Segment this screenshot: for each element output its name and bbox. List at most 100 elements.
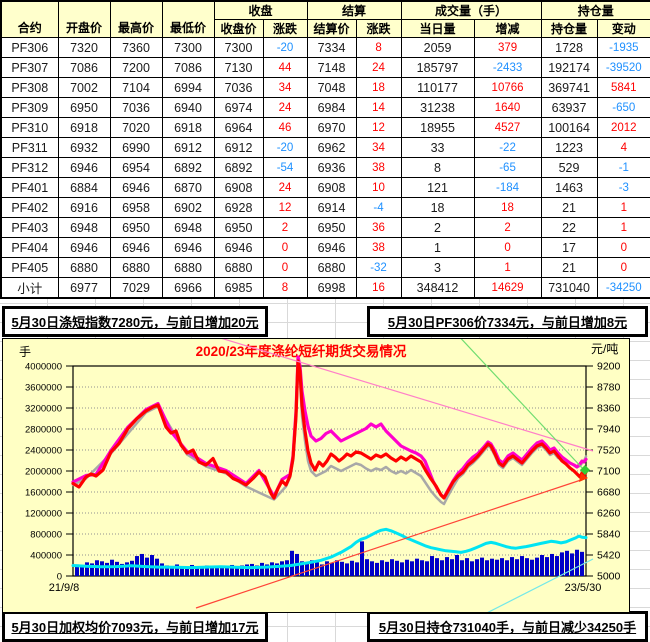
contract-cell[interactable]: PF310 — [0, 117, 59, 138]
value-cell[interactable]: 17 — [540, 237, 598, 258]
value-cell[interactable]: 0 — [596, 257, 650, 278]
value-cell[interactable]: -22 — [473, 137, 542, 158]
value-cell[interactable]: 6928 — [213, 197, 264, 218]
value-cell[interactable]: 6908 — [306, 177, 357, 198]
value-cell[interactable]: 16 — [355, 277, 402, 299]
value-cell[interactable]: 6892 — [213, 157, 264, 178]
value-cell[interactable]: 6892 — [161, 157, 215, 178]
value-cell[interactable]: 0 — [262, 237, 308, 258]
value-cell[interactable]: 185797 — [400, 57, 475, 78]
value-cell[interactable]: 8 — [262, 277, 308, 299]
value-cell[interactable]: 63937 — [540, 97, 598, 118]
value-cell[interactable]: 121 — [400, 177, 475, 198]
value-cell[interactable]: 6936 — [306, 157, 357, 178]
value-cell[interactable]: 6880 — [57, 257, 111, 278]
value-cell[interactable]: 1640 — [473, 97, 542, 118]
contract-cell[interactable]: PF309 — [0, 97, 59, 118]
value-cell[interactable]: 6918 — [57, 117, 111, 138]
value-cell[interactable]: -1 — [596, 157, 650, 178]
value-cell[interactable]: 6985 — [213, 277, 264, 299]
value-cell[interactable]: 0 — [596, 237, 650, 258]
value-cell[interactable]: 24 — [262, 97, 308, 118]
value-cell[interactable]: 6946 — [161, 237, 215, 258]
contract-cell[interactable]: PF311 — [0, 137, 59, 158]
value-cell[interactable]: 7086 — [57, 57, 111, 78]
value-cell[interactable]: 7200 — [109, 57, 163, 78]
value-cell[interactable]: 6950 — [57, 97, 111, 118]
value-cell[interactable]: 7130 — [213, 57, 264, 78]
value-cell[interactable]: 24 — [355, 57, 402, 78]
value-cell[interactable]: -39520 — [596, 57, 650, 78]
value-cell[interactable]: 529 — [540, 157, 598, 178]
value-cell[interactable]: -184 — [473, 177, 542, 198]
value-cell[interactable]: 6950 — [109, 217, 163, 238]
value-cell[interactable]: 6946 — [57, 157, 111, 178]
contract-cell[interactable]: PF404 — [0, 237, 59, 258]
value-cell[interactable]: 6954 — [109, 157, 163, 178]
value-cell[interactable]: 6946 — [57, 237, 111, 258]
value-cell[interactable]: 6932 — [57, 137, 111, 158]
value-cell[interactable]: 6977 — [57, 277, 111, 299]
value-cell[interactable]: 6870 — [161, 177, 215, 198]
value-cell[interactable]: 34 — [262, 77, 308, 98]
value-cell[interactable]: 6912 — [213, 137, 264, 158]
value-cell[interactable]: 4 — [596, 137, 650, 158]
value-cell[interactable]: 8 — [355, 37, 402, 58]
value-cell[interactable]: 6880 — [213, 257, 264, 278]
value-cell[interactable]: 2 — [400, 217, 475, 238]
contract-cell[interactable]: PF307 — [0, 57, 59, 78]
value-cell[interactable]: 3 — [400, 257, 475, 278]
contract-cell[interactable]: PF306 — [0, 37, 59, 58]
value-cell[interactable]: -2433 — [473, 57, 542, 78]
value-cell[interactable]: 6946 — [109, 177, 163, 198]
value-cell[interactable]: 6990 — [109, 137, 163, 158]
value-cell[interactable]: 6916 — [57, 197, 111, 218]
value-cell[interactable]: 6918 — [161, 117, 215, 138]
value-cell[interactable]: -54 — [262, 157, 308, 178]
value-cell[interactable]: 7104 — [109, 77, 163, 98]
value-cell[interactable]: -34250 — [596, 277, 650, 299]
value-cell[interactable]: 7334 — [306, 37, 357, 58]
value-cell[interactable]: 36 — [355, 217, 402, 238]
value-cell[interactable]: 38 — [355, 157, 402, 178]
contract-cell[interactable]: PF403 — [0, 217, 59, 238]
value-cell[interactable]: 24 — [262, 177, 308, 198]
value-cell[interactable]: -32 — [355, 257, 402, 278]
value-cell[interactable]: 14 — [355, 97, 402, 118]
value-cell[interactable]: 2 — [262, 217, 308, 238]
value-cell[interactable]: 12 — [262, 197, 308, 218]
value-cell[interactable]: 7048 — [306, 77, 357, 98]
value-cell[interactable]: -65 — [473, 157, 542, 178]
value-cell[interactable]: 6948 — [161, 217, 215, 238]
value-cell[interactable]: -3 — [596, 177, 650, 198]
value-cell[interactable]: 6998 — [306, 277, 357, 299]
value-cell[interactable]: 10 — [355, 177, 402, 198]
contract-cell[interactable]: PF308 — [0, 77, 59, 98]
value-cell[interactable]: 6962 — [306, 137, 357, 158]
value-cell[interactable]: 1 — [596, 197, 650, 218]
value-cell[interactable]: 100164 — [540, 117, 598, 138]
value-cell[interactable]: 7300 — [161, 37, 215, 58]
contract-cell[interactable]: PF401 — [0, 177, 59, 198]
contract-cell[interactable]: PF312 — [0, 157, 59, 178]
value-cell[interactable]: 7002 — [57, 77, 111, 98]
value-cell[interactable]: 6948 — [57, 217, 111, 238]
value-cell[interactable]: 6950 — [306, 217, 357, 238]
value-cell[interactable]: 1 — [596, 217, 650, 238]
value-cell[interactable]: 46 — [262, 117, 308, 138]
value-cell[interactable]: 18 — [473, 197, 542, 218]
contract-cell[interactable]: 小计 — [0, 277, 59, 299]
value-cell[interactable]: 7029 — [109, 277, 163, 299]
value-cell[interactable]: 369741 — [540, 77, 598, 98]
value-cell[interactable]: 6912 — [161, 137, 215, 158]
value-cell[interactable]: -650 — [596, 97, 650, 118]
value-cell[interactable]: 6940 — [161, 97, 215, 118]
value-cell[interactable]: 1223 — [540, 137, 598, 158]
value-cell[interactable]: -20 — [262, 37, 308, 58]
value-cell[interactable]: 0 — [473, 237, 542, 258]
value-cell[interactable]: 31238 — [400, 97, 475, 118]
value-cell[interactable]: 44 — [262, 57, 308, 78]
value-cell[interactable]: 4527 — [473, 117, 542, 138]
value-cell[interactable]: 7300 — [213, 37, 264, 58]
contract-cell[interactable]: PF405 — [0, 257, 59, 278]
